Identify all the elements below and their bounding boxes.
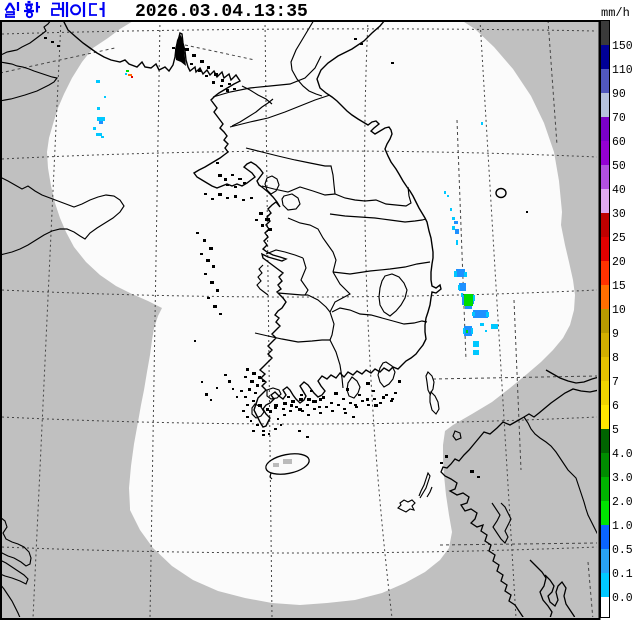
svg-text:2.0: 2.0 <box>612 496 633 509</box>
svg-text:110: 110 <box>612 64 633 77</box>
svg-text:20: 20 <box>612 256 626 269</box>
svg-text:5: 5 <box>612 424 619 437</box>
svg-text:15: 15 <box>612 280 626 293</box>
svg-text:8: 8 <box>612 352 619 365</box>
svg-text:1.0: 1.0 <box>612 520 633 533</box>
svg-text:9: 9 <box>612 328 619 341</box>
svg-text:40: 40 <box>612 184 626 197</box>
svg-text:30: 30 <box>612 208 626 221</box>
svg-text:6: 6 <box>612 400 619 413</box>
svg-text:2026.03.04.13:35: 2026.03.04.13:35 <box>135 2 308 22</box>
svg-text:70: 70 <box>612 112 626 125</box>
svg-text:50: 50 <box>612 160 626 173</box>
svg-text:0.0: 0.0 <box>612 592 633 605</box>
svg-text:10: 10 <box>612 304 626 317</box>
svg-text:7: 7 <box>612 376 619 389</box>
svg-text:90: 90 <box>612 88 626 101</box>
svg-text:0.1: 0.1 <box>612 568 633 581</box>
svg-text:0.5: 0.5 <box>612 544 633 557</box>
svg-text:mm/h: mm/h <box>601 6 630 20</box>
svg-text:150: 150 <box>612 40 633 53</box>
svg-text:4.0: 4.0 <box>612 448 633 461</box>
svg-text:3.0: 3.0 <box>612 472 633 485</box>
svg-text:25: 25 <box>612 232 626 245</box>
svg-text:60: 60 <box>612 136 626 149</box>
